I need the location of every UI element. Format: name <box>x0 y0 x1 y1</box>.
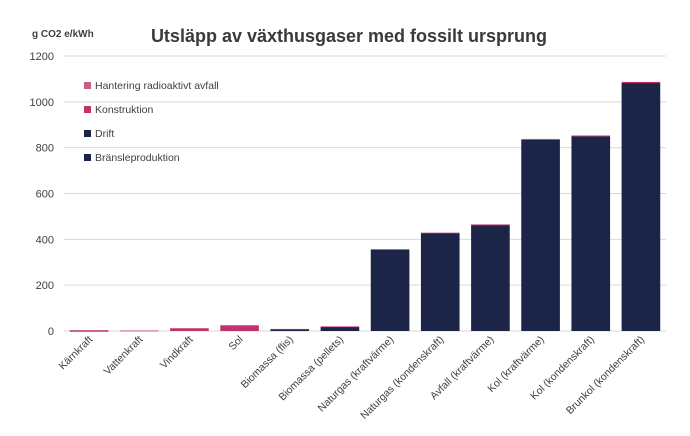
bar-segment <box>370 249 410 250</box>
legend-swatch <box>84 130 91 137</box>
bar-segment <box>471 225 510 331</box>
y-tick-label: 600 <box>36 189 54 201</box>
y-axis-ticks: 0 200 400 600 800 1000 1200 <box>30 51 54 338</box>
legend: Hantering radioaktivt avfall Konstruktion… <box>84 80 219 164</box>
bar-segment <box>320 326 360 331</box>
y-tick-label: 1200 <box>30 51 54 63</box>
bar-segment <box>521 138 560 140</box>
y-tick-label: 0 <box>48 326 54 338</box>
bar-segment <box>420 232 460 234</box>
bar-segment <box>571 136 611 331</box>
y-axis-unit-label: g CO2 e/kWh <box>32 29 94 40</box>
y-tick-label: 400 <box>36 234 54 246</box>
y-tick-label: 200 <box>36 280 54 292</box>
x-tick-label: Naturgas (kondenskraft) <box>358 334 446 422</box>
chart-title: Utsläpp av växthusgaser med fossilt ursp… <box>151 26 547 46</box>
bars <box>69 81 661 332</box>
bar-segment <box>571 135 611 137</box>
bar-segment <box>270 328 310 330</box>
legend-swatch <box>84 154 91 161</box>
x-tick-label: Vattenkraft <box>102 334 146 378</box>
x-tick-label: Kärnkraft <box>57 334 96 373</box>
x-axis-ticks: Kärnkraft Vattenkraft Vindkraft SolBiomassa… <box>57 334 647 422</box>
legend-swatch <box>84 106 91 113</box>
bar-segment <box>420 233 460 331</box>
bar-segment <box>69 330 109 332</box>
bar-segment <box>220 325 259 331</box>
y-tick-label: 800 <box>36 143 54 155</box>
legend-label: Hantering radioaktivt avfall <box>95 80 219 92</box>
bar-segment <box>370 249 410 331</box>
gridlines <box>64 55 666 332</box>
x-tick-label: Biomassa (flis) <box>239 334 296 391</box>
bar-segment <box>621 81 661 84</box>
legend-swatch <box>84 82 91 89</box>
y-tick-label: 1000 <box>30 97 54 109</box>
legend-label: Drift <box>95 128 114 140</box>
x-tick-label: Sol <box>226 334 245 353</box>
bar-segment <box>471 224 510 226</box>
bar-segment <box>320 326 360 328</box>
legend-label: Konstruktion <box>95 104 154 116</box>
bar-segment <box>170 328 209 331</box>
x-tick-label: Vindkraft <box>158 334 196 372</box>
legend-label: Bränsleproduktion <box>95 152 180 164</box>
bar-segment <box>119 330 159 332</box>
bar-segment <box>69 330 109 331</box>
bar-segment <box>521 139 560 331</box>
bar-segment <box>621 83 661 332</box>
bar-segment <box>270 329 310 331</box>
